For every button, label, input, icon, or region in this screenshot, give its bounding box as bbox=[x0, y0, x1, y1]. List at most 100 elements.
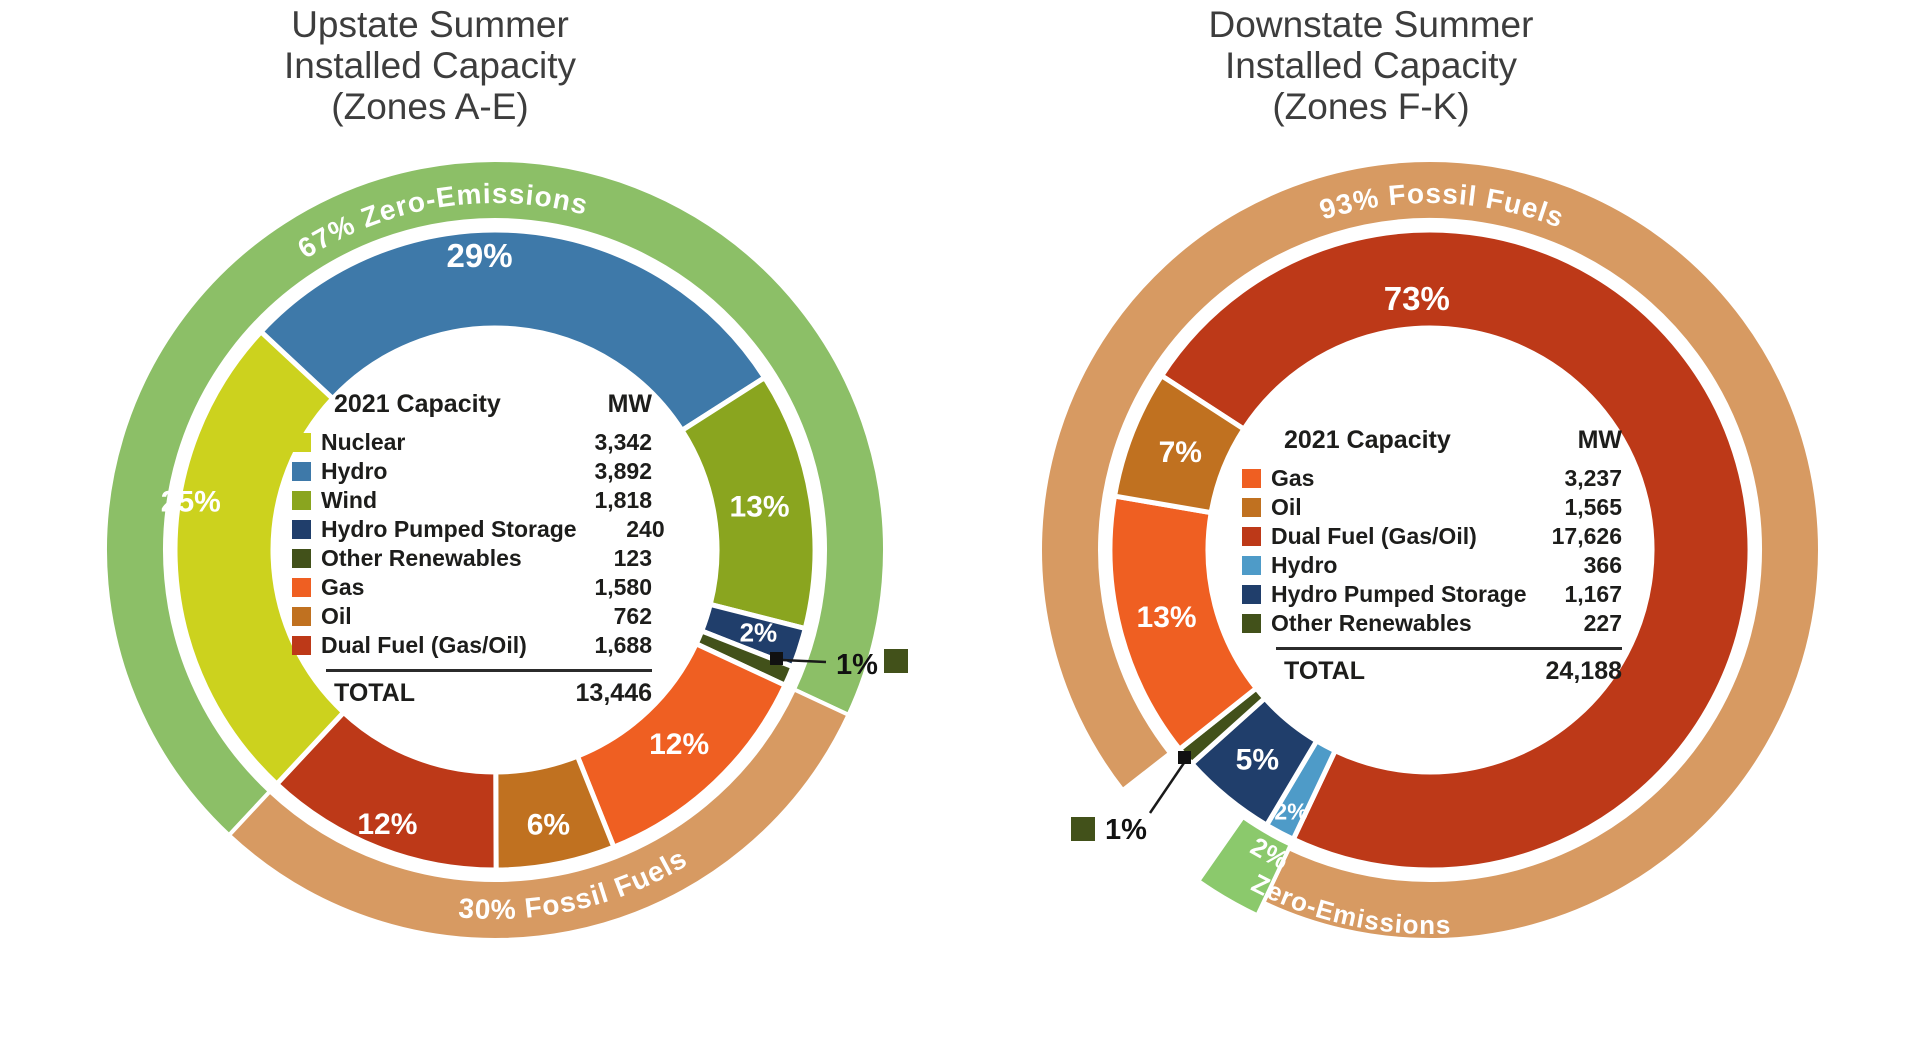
legend-square-other-renewables bbox=[292, 549, 311, 568]
callout-line-other-renewables bbox=[1148, 759, 1188, 814]
fuel-name: Oil bbox=[321, 603, 352, 629]
fuel-mw-value: 1,688 bbox=[594, 632, 652, 658]
fuel-mw-value: 1,167 bbox=[1564, 581, 1622, 607]
fuel-name: Hydro Pumped Storage bbox=[321, 516, 577, 542]
fuel-name: Oil bbox=[1271, 494, 1302, 520]
fuel-name: Gas bbox=[321, 574, 365, 600]
fuel-mw-value: 1,565 bbox=[1564, 494, 1622, 520]
fuel-name: Dual Fuel (Gas/Oil) bbox=[321, 632, 527, 658]
donut-segment-nuclear bbox=[172, 329, 347, 787]
callout-pct-label-other-renewables: 1% bbox=[836, 649, 878, 681]
table-row-oil: Oil 762 bbox=[292, 602, 652, 631]
fuel-mw-value: 17,626 bbox=[1551, 523, 1622, 549]
callout-legend-square bbox=[1071, 817, 1095, 841]
table-header: 2021 Capacity MW bbox=[292, 390, 652, 419]
table-row-hydro-pumped-storage: Hydro Pumped Storage 240 bbox=[292, 515, 665, 544]
table-header-unit: MW bbox=[607, 390, 652, 418]
table-header-title: 2021 Capacity bbox=[1284, 426, 1451, 454]
legend-square-hydro-pumped-storage bbox=[292, 520, 311, 539]
fuel-name: Gas bbox=[1271, 465, 1315, 491]
segment-pct-label-wind: 13% bbox=[730, 491, 790, 524]
legend-square-hydro bbox=[292, 462, 311, 481]
segment-pct-label-nuclear: 25% bbox=[161, 485, 221, 518]
table-total-row: TOTAL 24,188 bbox=[1242, 657, 1622, 686]
legend-square-gas bbox=[292, 578, 311, 597]
table-divider bbox=[326, 669, 652, 672]
legend-square-dual-fuel-gas-oil bbox=[1242, 527, 1261, 546]
fuel-mw-value: 123 bbox=[613, 545, 652, 571]
segment-pct-label-hydro: 29% bbox=[447, 237, 513, 274]
fuel-name: Other Renewables bbox=[1271, 610, 1472, 636]
fuel-name: Hydro bbox=[1271, 552, 1338, 578]
fuel-mw-value: 3,892 bbox=[594, 458, 652, 484]
segment-pct-label-hydro-pumped-storage: 2% bbox=[740, 618, 778, 648]
segment-pct-label-hydro-pumped-storage: 5% bbox=[1236, 744, 1279, 777]
outer-ring-30-fossil-fuels bbox=[227, 687, 851, 942]
table-header: 2021 Capacity MW bbox=[1242, 426, 1622, 455]
legend-square-nuclear bbox=[292, 433, 311, 452]
fuel-mw-value: 227 bbox=[1583, 610, 1622, 636]
legend-square-gas bbox=[1242, 469, 1261, 488]
legend-square-dual-fuel-gas-oil bbox=[292, 636, 311, 655]
table-row-other-renewables: Other Renewables 123 bbox=[292, 544, 652, 573]
table-row-hydro: Hydro 3,892 bbox=[292, 457, 652, 486]
legend-square-wind bbox=[292, 491, 311, 510]
fuel-name: Other Renewables bbox=[321, 545, 522, 571]
legend-square-oil bbox=[1242, 498, 1261, 517]
legend-square-hydro-pumped-storage bbox=[1242, 585, 1261, 604]
fuel-name: Hydro bbox=[321, 458, 388, 484]
legend-square-other-renewables bbox=[1242, 614, 1261, 633]
callout-line-other-renewables bbox=[781, 658, 827, 664]
callout-anchor-dot bbox=[770, 652, 783, 665]
fuel-mw-value: 1,580 bbox=[594, 574, 652, 600]
table-row-other-renewables: Other Renewables 227 bbox=[1242, 609, 1622, 638]
capacity-table-upstate: 2021 Capacity MW Nuclear 3,342 Hydro 3,892 Win… bbox=[292, 390, 665, 708]
segment-pct-label-gas: 13% bbox=[1137, 601, 1197, 634]
fuel-name: Nuclear bbox=[321, 429, 406, 455]
fuel-name: Wind bbox=[321, 487, 377, 513]
table-header-unit: MW bbox=[1577, 426, 1622, 454]
fuel-mw-value: 366 bbox=[1583, 552, 1622, 578]
table-row-gas: Gas 1,580 bbox=[292, 573, 652, 602]
chart-title-downstate: Downstate Summer Installed Capacity (Zon… bbox=[1208, 4, 1534, 127]
outer-ring-93-fossil-fuels bbox=[1038, 157, 1822, 942]
legend-square-oil bbox=[292, 607, 311, 626]
capacity-table-downstate: 2021 Capacity MW Gas 3,237 Oil 1,565 Dual Fuel… bbox=[1242, 426, 1622, 686]
table-header-title: 2021 Capacity bbox=[334, 390, 501, 418]
outer-ring-67-zero-emissions bbox=[103, 158, 887, 838]
table-row-dual-fuel-gas-oil: Dual Fuel (Gas/Oil) 17,626 bbox=[1242, 522, 1622, 551]
total-value: 13,446 bbox=[575, 679, 652, 707]
donut-chart-downstate: 93% Fossil Fuels2%Zero-Emissions73%2%5%1… bbox=[1038, 157, 1822, 942]
outer-ring-2-zero-emissions bbox=[1196, 815, 1293, 918]
segment-pct-label-dual-fuel-gas-oil: 12% bbox=[357, 808, 417, 841]
table-row-dual-fuel-gas-oil: Dual Fuel (Gas/Oil) 1,688 bbox=[292, 631, 652, 660]
segment-pct-label-oil: 7% bbox=[1159, 436, 1202, 469]
table-row-hydro: Hydro 366 bbox=[1242, 551, 1622, 580]
table-divider bbox=[1276, 647, 1622, 650]
total-label: TOTAL bbox=[334, 679, 416, 707]
fuel-mw-value: 762 bbox=[613, 603, 652, 629]
callout-legend-square bbox=[884, 649, 908, 673]
callout-anchor-dot bbox=[1178, 751, 1191, 764]
fuel-mw-value: 240 bbox=[626, 516, 665, 542]
table-total-row: TOTAL 13,446 bbox=[292, 679, 652, 708]
donut-segment-dual-fuel-gas-oil bbox=[1159, 227, 1753, 873]
segment-pct-label-gas: 12% bbox=[649, 728, 709, 761]
fuel-name: Hydro Pumped Storage bbox=[1271, 581, 1527, 607]
segment-pct-label-dual-fuel-gas-oil: 73% bbox=[1384, 280, 1450, 317]
table-row-hydro-pumped-storage: Hydro Pumped Storage 1,167 bbox=[1242, 580, 1622, 609]
table-row-gas: Gas 3,237 bbox=[1242, 464, 1622, 493]
total-value: 24,188 bbox=[1545, 657, 1622, 685]
chart-title-upstate: Upstate Summer Installed Capacity (Zones… bbox=[283, 4, 577, 127]
fuel-mw-value: 3,342 bbox=[594, 429, 652, 455]
fuel-mw-value: 3,237 bbox=[1564, 465, 1622, 491]
total-label: TOTAL bbox=[1284, 657, 1366, 685]
donut-segment-hydro bbox=[258, 227, 768, 433]
segment-pct-label-oil: 6% bbox=[527, 808, 570, 841]
table-row-oil: Oil 1,565 bbox=[1242, 493, 1622, 522]
fuel-name: Dual Fuel (Gas/Oil) bbox=[1271, 523, 1477, 549]
donut-segment-oil bbox=[1112, 373, 1247, 516]
table-row-nuclear: Nuclear 3,342 bbox=[292, 428, 652, 457]
fuel-mw-value: 1,818 bbox=[594, 487, 652, 513]
